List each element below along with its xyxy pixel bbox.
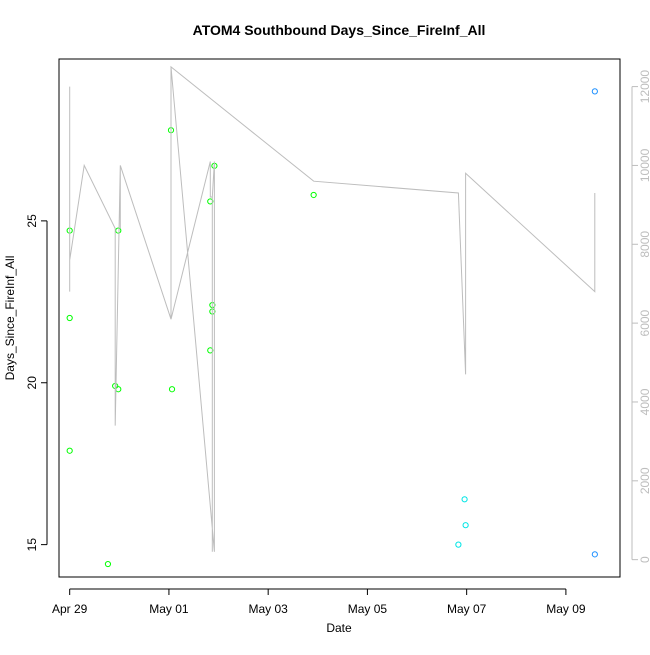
data-point (115, 386, 122, 393)
x-tick-label: May 01 (149, 602, 189, 616)
plot-frame (58, 58, 621, 578)
data-point (591, 88, 598, 95)
y2-tick-label: 6000 (638, 309, 650, 336)
y2-tick-label: 0 (638, 556, 650, 563)
y2-tick-label: 4000 (638, 388, 650, 415)
y-tick-label: 25 (25, 214, 39, 228)
y-axis-right: 0 2000 4000 6000 8000 10000 12000 (631, 70, 650, 563)
data-point (207, 347, 214, 354)
data-point (66, 314, 73, 322)
y2-tick-label: 10000 (638, 148, 650, 182)
x-tick-label: May 07 (447, 602, 487, 616)
data-point (207, 198, 214, 205)
y-tick-label: 15 (25, 538, 39, 552)
data-point (66, 447, 73, 454)
x-tick-label: May 09 (546, 602, 586, 616)
y2-tick-label: 12000 (638, 70, 650, 104)
data-point (461, 496, 468, 503)
y-tick-label: 20 (25, 376, 39, 390)
y2-tick-label: 8000 (638, 231, 650, 258)
data-point (104, 560, 112, 568)
series-layer (66, 65, 598, 568)
x-tick-label: May 03 (248, 602, 288, 616)
data-point (115, 227, 122, 234)
data-point (455, 541, 462, 548)
x-tick-label: Apr 29 (52, 602, 88, 616)
y2-tick-label: 2000 (638, 467, 650, 494)
data-point (591, 551, 598, 558)
y-axis-left: 15 20 25 (25, 214, 48, 552)
x-axis: Apr 29 May 01 May 03 May 05 May 07 May 09 (52, 588, 586, 616)
y-axis-label: Days_Since_FireInf_All (3, 256, 17, 381)
data-point (168, 386, 176, 393)
series-line (69, 65, 596, 552)
x-axis-label: Date (326, 621, 352, 635)
chart-title: ATOM4 Southbound Days_Since_FireInf_All (193, 22, 486, 38)
data-point (462, 522, 469, 529)
data-point (310, 191, 317, 199)
x-tick-label: May 05 (348, 602, 388, 616)
